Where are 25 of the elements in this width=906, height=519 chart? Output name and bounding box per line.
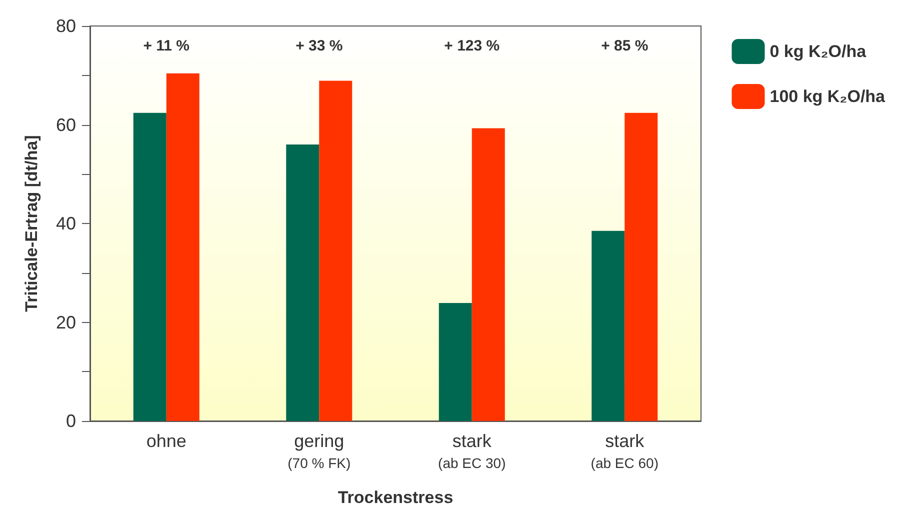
y-tick-label: 80	[56, 16, 76, 36]
x-tick-label: gering (70 % FK)	[288, 431, 351, 471]
x-tick-label: stark (ab EC 60)	[590, 431, 658, 471]
annotation: + 33 %	[296, 38, 343, 54]
bar	[438, 302, 472, 421]
bar	[286, 144, 320, 421]
y-tick-label: 40	[56, 214, 76, 234]
annotation: + 11 %	[143, 38, 190, 54]
y-tick-label: 20	[56, 312, 76, 332]
bar	[319, 80, 352, 421]
x-tick-label: stark (ab EC 30)	[438, 431, 506, 471]
y-tick-label: 0	[66, 411, 76, 431]
bar	[133, 112, 166, 421]
bar	[592, 230, 625, 421]
x-tick-label: ohne	[146, 431, 186, 451]
x-axis-title: Trockenstress	[338, 488, 454, 507]
bar	[624, 112, 658, 421]
annotation: + 85 %	[601, 38, 648, 54]
bar	[166, 73, 200, 421]
legend-label: 100 kg K₂O/ha	[770, 87, 886, 106]
y-axis-title: Triticale-Ertrag [dt/ha]	[22, 135, 41, 312]
bar	[472, 128, 505, 421]
legend-label: 0 kg K₂O/ha	[770, 42, 867, 61]
annotation: + 123 %	[444, 38, 500, 54]
y-tick-label: 60	[56, 114, 76, 135]
